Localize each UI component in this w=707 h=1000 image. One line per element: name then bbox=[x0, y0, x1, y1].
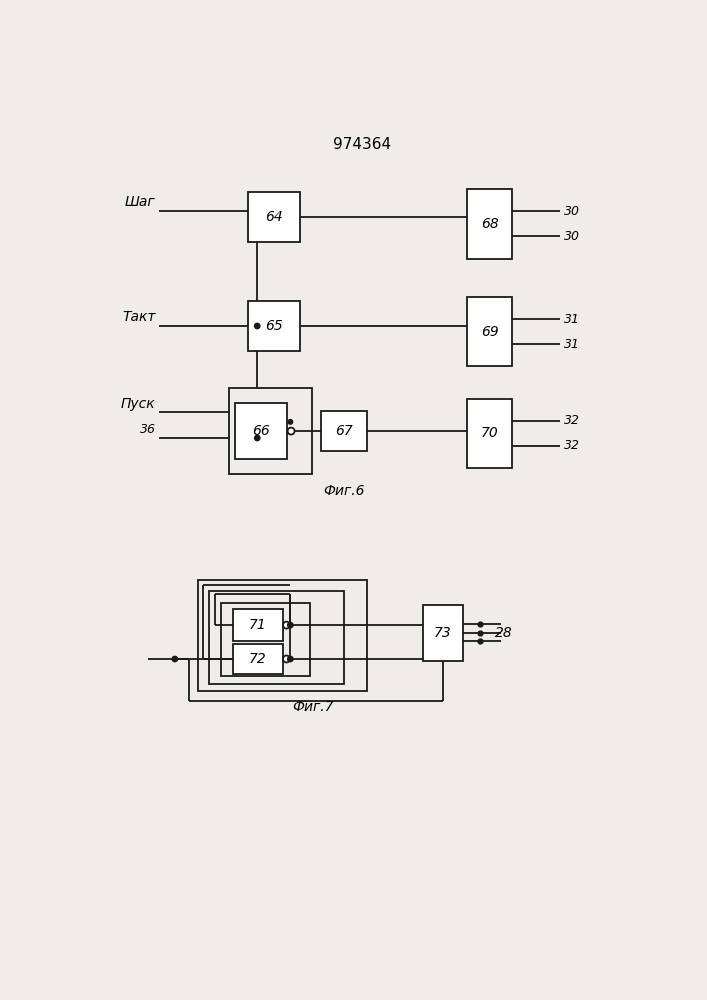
Text: 65: 65 bbox=[265, 319, 283, 333]
Circle shape bbox=[255, 323, 260, 329]
Text: 67: 67 bbox=[335, 424, 353, 438]
Bar bbox=[198, 580, 368, 691]
Bar bbox=[467, 297, 512, 366]
Bar bbox=[467, 399, 512, 468]
Bar bbox=[248, 301, 300, 351]
Text: 71: 71 bbox=[249, 618, 267, 632]
Text: Фиг.6: Фиг.6 bbox=[324, 484, 365, 498]
Text: 28: 28 bbox=[495, 626, 513, 640]
Bar bbox=[233, 609, 283, 641]
Circle shape bbox=[288, 420, 293, 424]
Text: 32: 32 bbox=[563, 414, 580, 427]
Text: 31: 31 bbox=[563, 313, 580, 326]
Text: Фиг.7: Фиг.7 bbox=[293, 700, 334, 714]
Circle shape bbox=[172, 656, 177, 662]
Bar bbox=[209, 591, 344, 684]
Bar bbox=[321, 411, 368, 451]
Text: 66: 66 bbox=[252, 424, 270, 438]
Circle shape bbox=[283, 656, 290, 662]
Bar bbox=[423, 605, 463, 661]
Bar bbox=[229, 388, 312, 474]
Text: 64: 64 bbox=[265, 210, 283, 224]
Text: 30: 30 bbox=[563, 205, 580, 218]
Circle shape bbox=[288, 622, 293, 628]
Circle shape bbox=[255, 435, 260, 441]
Text: Шаг: Шаг bbox=[125, 195, 156, 209]
Text: 974364: 974364 bbox=[333, 137, 391, 152]
Text: Пуск: Пуск bbox=[121, 397, 156, 411]
Circle shape bbox=[283, 622, 290, 629]
Circle shape bbox=[288, 428, 295, 435]
Bar bbox=[221, 603, 310, 676]
Text: 36: 36 bbox=[139, 423, 156, 436]
Text: 73: 73 bbox=[434, 626, 452, 640]
Text: Такт: Такт bbox=[122, 310, 156, 324]
Circle shape bbox=[288, 656, 293, 662]
Text: 31: 31 bbox=[563, 338, 580, 351]
Text: 70: 70 bbox=[481, 426, 498, 440]
Text: 32: 32 bbox=[563, 439, 580, 452]
Text: 68: 68 bbox=[481, 217, 498, 231]
Bar bbox=[467, 189, 512, 259]
Bar bbox=[235, 403, 287, 459]
Text: 72: 72 bbox=[249, 652, 267, 666]
Bar bbox=[248, 192, 300, 242]
Text: 30: 30 bbox=[563, 230, 580, 243]
Bar bbox=[233, 644, 283, 674]
Text: 69: 69 bbox=[481, 325, 498, 339]
